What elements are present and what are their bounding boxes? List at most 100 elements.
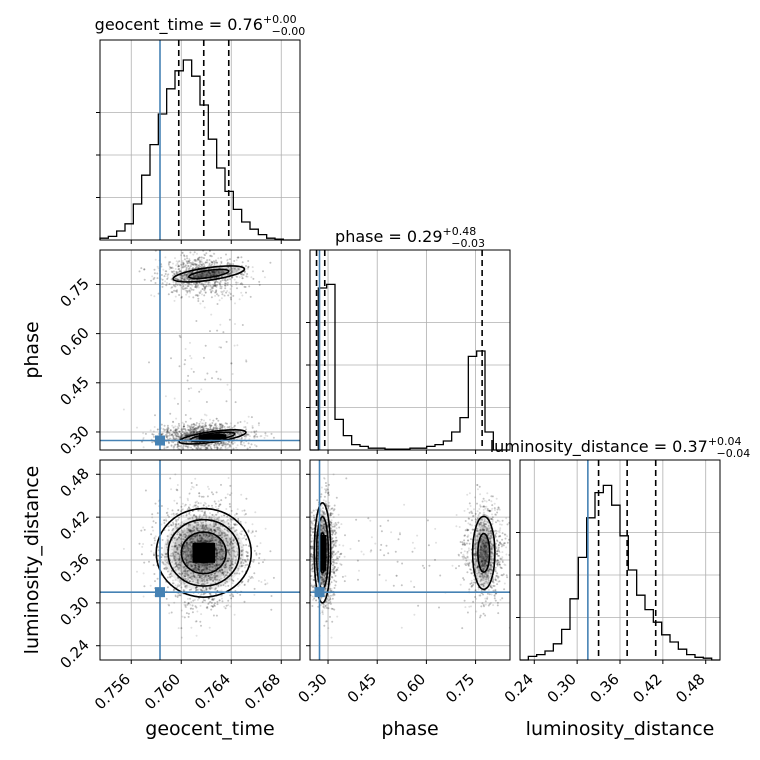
sample-point	[160, 274, 163, 276]
sample-point	[203, 285, 206, 288]
sample-point	[181, 440, 184, 443]
sample-point	[215, 442, 218, 445]
sample-point	[235, 270, 238, 273]
sample-point	[208, 264, 211, 267]
sample-point	[200, 283, 203, 286]
sample-point	[185, 260, 188, 263]
sample-point	[189, 431, 192, 434]
sample-point	[190, 423, 193, 426]
sample-point	[216, 261, 219, 264]
sample-point	[178, 553, 181, 556]
sample-point	[172, 436, 175, 439]
sample-point	[157, 292, 160, 295]
sample-point	[187, 446, 190, 449]
sample-point	[238, 438, 241, 441]
sample-point	[204, 424, 207, 427]
sample-point	[192, 274, 195, 277]
sample-point	[206, 372, 209, 375]
sample-point	[221, 597, 223, 600]
sample-point	[172, 582, 175, 585]
sample-point	[166, 424, 169, 427]
sample-point	[185, 431, 188, 434]
sample-point	[209, 284, 212, 287]
sample-point	[212, 443, 215, 446]
sample-point	[201, 283, 204, 285]
sample-point	[184, 429, 187, 432]
sample-point	[177, 278, 180, 281]
sample-point	[207, 271, 210, 273]
sample-point	[233, 425, 236, 428]
sample-point	[209, 427, 212, 430]
sample-point	[175, 431, 178, 434]
sample-point	[214, 528, 217, 531]
sample-point	[193, 445, 196, 447]
sample-point	[161, 278, 164, 281]
sample-point	[170, 291, 173, 294]
sample-point	[193, 431, 196, 434]
sample-point	[175, 527, 178, 530]
sample-point	[208, 626, 211, 629]
sample-point	[220, 423, 222, 426]
sample-point	[225, 340, 228, 343]
sample-point	[201, 272, 204, 275]
sample-point	[199, 527, 202, 530]
sample-point	[239, 441, 242, 444]
sample-point	[238, 268, 241, 271]
sample-point	[224, 282, 226, 285]
sample-point	[216, 447, 219, 450]
sample-point	[185, 562, 188, 565]
sample-point	[202, 263, 205, 266]
sample-point	[189, 529, 191, 532]
sample-point	[193, 275, 196, 278]
sample-point	[202, 285, 205, 288]
sample-point	[173, 289, 176, 292]
sample-point	[237, 256, 240, 259]
sample-point	[183, 432, 186, 435]
sample-point	[197, 426, 200, 429]
sample-point	[176, 283, 179, 286]
sample-point	[208, 563, 211, 566]
sample-point	[190, 288, 193, 291]
sample-point	[227, 261, 229, 264]
sample-point	[186, 555, 189, 558]
sample-point	[195, 286, 198, 289]
sample-point	[210, 290, 213, 293]
sample-point	[214, 442, 217, 445]
sample-point	[221, 444, 224, 447]
sample-point	[196, 538, 199, 541]
sample-point	[250, 532, 253, 534]
sample-point	[182, 425, 185, 428]
sample-point	[219, 447, 222, 450]
sample-point	[226, 284, 229, 286]
sample-point	[198, 447, 201, 450]
sample-point	[178, 530, 181, 533]
sample-point	[182, 427, 185, 430]
sample-point	[227, 534, 230, 536]
sample-point	[182, 265, 185, 268]
sample-point	[203, 265, 206, 268]
sample-point	[210, 274, 213, 277]
sample-point	[227, 604, 230, 607]
sample-point	[164, 559, 167, 562]
sample-point	[188, 433, 191, 436]
sample-point	[179, 284, 182, 287]
sample-point	[200, 429, 203, 432]
sample-point	[203, 294, 206, 297]
sample-point	[205, 401, 208, 403]
sample-point	[220, 441, 223, 444]
sample-point	[184, 287, 187, 290]
sample-point	[174, 544, 177, 547]
sample-point	[187, 285, 190, 287]
sample-point	[182, 433, 185, 436]
sample-point	[243, 285, 246, 288]
sample-point	[217, 443, 220, 446]
sample-point	[202, 356, 205, 359]
sample-point	[183, 274, 186, 277]
sample-point	[182, 251, 184, 254]
sample-point	[219, 285, 222, 288]
sample-point	[196, 252, 198, 255]
sample-point	[210, 255, 213, 258]
sample-point	[253, 435, 255, 438]
sample-point	[176, 446, 179, 449]
sample-point	[221, 293, 224, 296]
